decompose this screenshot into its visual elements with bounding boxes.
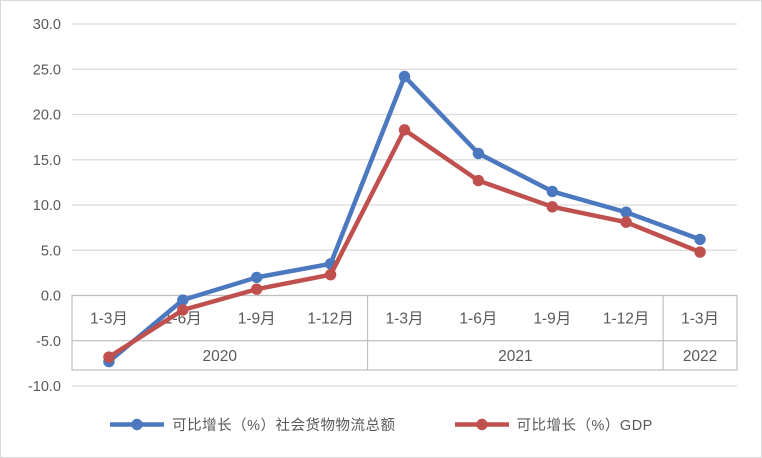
y-axis-tick-label: 0.0: [41, 289, 61, 305]
category-tick-label: 1-3月: [386, 311, 424, 328]
data-point-marker: [177, 294, 189, 306]
legend-item-logistics: 可比增长（%）社会货物物流总额: [109, 414, 395, 435]
data-point-marker: [103, 351, 115, 363]
category-tick-label: 1-3月: [90, 311, 128, 328]
category-tick-label: 1-9月: [238, 311, 276, 328]
chart-legend: 可比增长（%）社会货物物流总额 可比增长（%）GDP: [1, 409, 761, 439]
category-tick-label: 1-3月: [681, 311, 719, 328]
legend-line-marker-blue-icon: [110, 418, 165, 430]
category-tick-label: 1-12月: [307, 311, 354, 328]
y-axis-tick-label: 20.0: [33, 108, 61, 124]
category-tick-label: 1-6月: [459, 311, 497, 328]
data-point-marker: [546, 201, 558, 213]
legend-label-logistics: 可比增长（%）社会货物物流总额: [172, 417, 396, 434]
legend-label-gdp: 可比增长（%）GDP: [516, 417, 653, 434]
legend-line-marker-red-icon: [454, 418, 509, 430]
year-label: 2021: [498, 348, 532, 365]
year-label: 2022: [683, 348, 717, 365]
data-point-marker: [251, 283, 263, 295]
y-axis-tick-label: 5.0: [41, 243, 61, 259]
data-point-marker: [620, 216, 632, 228]
data-point-marker: [251, 271, 263, 284]
category-axis-table: [71, 294, 738, 371]
data-point-marker: [620, 206, 632, 218]
data-point-marker: [398, 70, 411, 83]
year-label: 2020: [203, 348, 238, 365]
data-point-marker: [398, 124, 411, 136]
data-point-marker: [324, 268, 337, 281]
y-axis-tick-label: -5.0: [36, 334, 61, 350]
data-point-marker: [472, 147, 485, 160]
data-point-marker: [472, 174, 485, 187]
y-axis-tick-label: -10.0: [28, 379, 61, 395]
legend-item-gdp: 可比增长（%）GDP: [454, 414, 653, 435]
category-tick-label: 1-12月: [603, 311, 650, 328]
y-axis-tick-label: 25.0: [33, 62, 61, 78]
y-axis-tick-label: 30.0: [33, 17, 61, 33]
y-axis-tick-label: 15.0: [33, 153, 61, 169]
data-point-marker: [694, 233, 706, 246]
y-axis-tick-label: 10.0: [33, 198, 61, 214]
data-point-marker: [177, 304, 189, 316]
data-point-marker: [694, 246, 706, 258]
data-point-marker: [546, 185, 558, 198]
category-tick-label: 1-9月: [533, 311, 571, 328]
